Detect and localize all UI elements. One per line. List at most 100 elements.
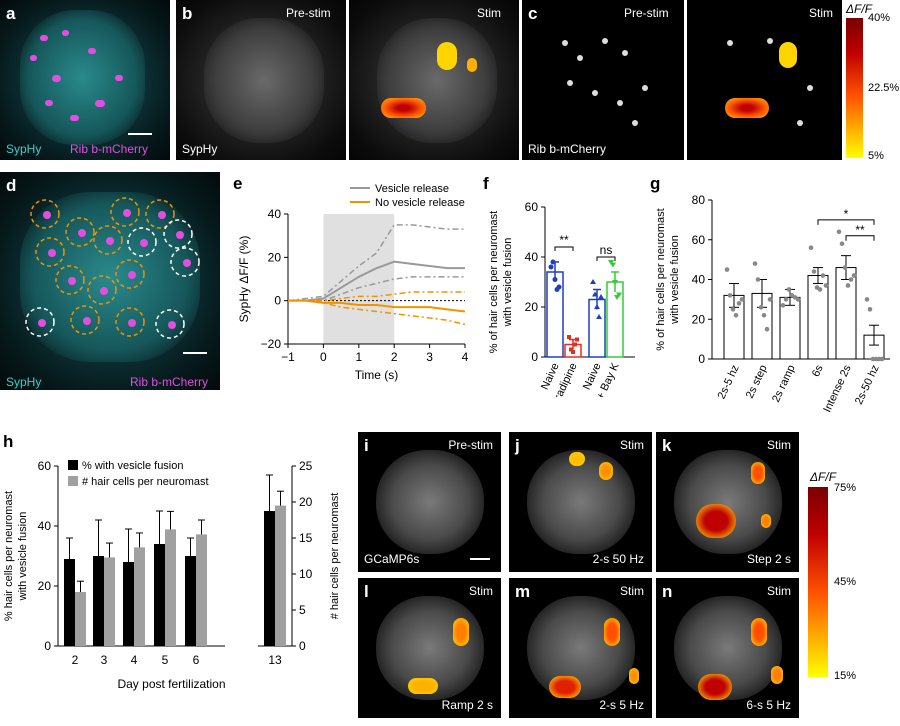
legend-label: Vesicle release	[375, 183, 449, 195]
panel-n-bottom-text: 6-s 5 Hz	[746, 698, 791, 712]
cell-cluster	[20, 10, 145, 145]
ribbon-spot	[30, 55, 37, 61]
ribbon-spot	[70, 115, 79, 121]
ribbon-spot	[100, 287, 108, 295]
panel-b-pre-stim-text: Pre-stim	[286, 6, 331, 20]
data-point	[823, 283, 829, 288]
ribbon-spot	[40, 35, 48, 41]
panel-i-image: i Pre-stim GCaMP6s	[358, 432, 501, 572]
panel-n-image: n Stim 6-s 5 Hz	[656, 578, 799, 718]
cell-outline-release	[30, 199, 60, 229]
panel-h-label: h	[3, 432, 14, 451]
panel-b-label: b	[182, 4, 193, 23]
y-tick-label: 40	[38, 519, 52, 533]
series-line	[288, 260, 465, 302]
y-tick-label: 20	[525, 300, 539, 314]
y-tick-label: 40	[525, 250, 539, 264]
x-tick-label: 2	[391, 350, 398, 364]
calcium-hotspot	[408, 678, 438, 694]
x-tick-label: 6	[193, 653, 200, 667]
cell-outline-release	[35, 237, 65, 267]
panel-k-top-text: Stim	[767, 438, 791, 452]
x-tick-label: 3	[426, 350, 433, 364]
cell-outline-release	[55, 265, 85, 295]
x-tick-label: 5	[162, 653, 169, 667]
data-point	[767, 297, 773, 302]
chart-g: 0 20 40 60 80 % of hair cells per neuromast wi…	[655, 193, 890, 415]
panel-a-label: a	[6, 4, 16, 23]
ribbon-spot	[602, 38, 608, 44]
y-tick-label: 0	[274, 294, 281, 308]
data-point	[596, 314, 602, 319]
data-point	[842, 265, 848, 270]
cell-outline-no-release	[127, 227, 157, 257]
data-point	[590, 279, 596, 284]
data-point	[594, 304, 600, 309]
y-tick-label: 20	[268, 250, 282, 264]
legend-swatch	[68, 460, 78, 470]
legend-label: No vesicle release	[375, 197, 465, 209]
ribbon-spot	[727, 40, 733, 46]
x-tick-label: Intense 2s	[821, 363, 854, 415]
ribbon-spot	[48, 249, 56, 257]
y-tick-label: 80	[692, 193, 706, 207]
y-axis-label-line2: with vesicle fusion	[502, 238, 514, 328]
data-point	[567, 335, 571, 339]
x-axis-label: Time (s)	[355, 368, 399, 382]
stim-window	[323, 214, 395, 344]
x-tick-label: 1	[355, 350, 362, 364]
panel-j-image: j Stim 2-s 50 Hz	[509, 432, 652, 572]
y2-axis-label: # hair cells per neuromast	[329, 493, 341, 620]
colorbar-c-tick-mid: 22.5%	[868, 82, 900, 94]
data-point	[752, 261, 758, 266]
y-axis-label: % of hair cells per neuromast	[655, 208, 667, 350]
y-tick-label: 40	[692, 273, 706, 287]
x-tick-label: 2s ramp	[770, 363, 798, 404]
panel-b-stim-image: Stim	[349, 0, 519, 160]
ribbon-spot	[562, 40, 568, 46]
cell-outline-release	[115, 259, 145, 289]
data-point	[739, 297, 745, 302]
ribbon-spot	[62, 30, 69, 36]
cell-outline-no-release	[25, 307, 55, 337]
panel-a-right-text: Rib b-mCherry	[70, 142, 149, 156]
data-point	[761, 312, 767, 318]
cell-outline-release	[145, 199, 175, 229]
ribbon-spot	[52, 75, 61, 82]
calcium-hotspot	[569, 452, 585, 466]
ribbon-spot	[115, 75, 123, 81]
ribbon-spot	[123, 209, 131, 217]
cell-outline-release	[93, 225, 123, 255]
ribbon-spot	[632, 120, 638, 126]
panel-l-image: l Stim Ramp 2 s	[358, 578, 501, 718]
ribbon-spot	[767, 38, 773, 44]
cell-cluster	[674, 450, 782, 554]
x-tick-label: 0	[320, 350, 327, 364]
bar-fusion	[185, 556, 196, 646]
cell-outline-release	[70, 305, 100, 335]
panel-c-pre-stim-text: Pre-stim	[624, 6, 669, 20]
data-point	[764, 326, 770, 332]
data-point	[795, 297, 801, 302]
y-axis-label: SypHy ΔF/F (%)	[237, 236, 251, 323]
data-point	[864, 297, 870, 302]
y-tick-label: 0	[44, 639, 51, 653]
y2-tick-label: 10	[299, 567, 313, 581]
panel-d-right-text: Rib b-mCherry	[130, 375, 209, 389]
calcium-hotspot	[453, 618, 469, 646]
fusion-hotspot	[779, 42, 797, 68]
ribbon-spot	[158, 211, 166, 219]
calcium-hotspot	[761, 514, 771, 528]
calcium-hotspot	[698, 674, 732, 700]
panel-c-stim-text: Stim	[809, 6, 833, 20]
panel-d-label: d	[6, 176, 17, 195]
data-point	[811, 269, 817, 274]
panel-m-label: m	[515, 582, 531, 601]
x-tick-label: 2s-5 hz	[716, 363, 742, 401]
cell-circles	[25, 197, 200, 339]
calcium-hotspot	[599, 462, 613, 480]
significance-bracket	[817, 219, 875, 225]
data-point	[548, 264, 554, 270]
data-point	[845, 283, 851, 288]
